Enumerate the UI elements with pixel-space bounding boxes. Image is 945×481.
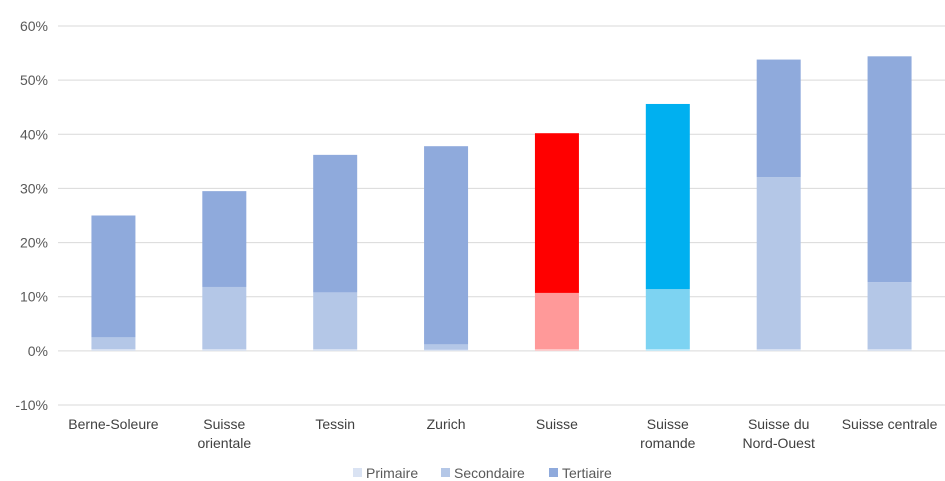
bar-primaire — [202, 349, 247, 351]
bar-tertiaire — [424, 146, 469, 345]
category-label: romande — [640, 435, 695, 451]
category-label: Suisse centrale — [842, 416, 938, 432]
bar-secondaire — [424, 344, 469, 350]
bar-secondaire — [534, 292, 579, 350]
bar-primaire — [313, 349, 358, 351]
category-label: Suisse — [647, 416, 689, 432]
y-tick-label: 20% — [20, 235, 48, 251]
bar-secondaire — [867, 282, 912, 350]
category-label: Suisse du — [748, 416, 809, 432]
category-label: Tessin — [315, 416, 355, 432]
bar-tertiaire — [202, 191, 247, 287]
category-label: Suisse — [203, 416, 245, 432]
legend-label: Primaire — [366, 465, 418, 481]
legend-label: Tertiaire — [562, 465, 612, 481]
bar-primaire — [534, 349, 579, 351]
bar-primaire — [756, 349, 801, 351]
y-tick-label: 10% — [20, 289, 48, 305]
y-tick-label: 50% — [20, 72, 48, 88]
legend-swatch — [441, 468, 450, 477]
category-label: orientale — [197, 435, 251, 451]
legend-swatch — [549, 468, 558, 477]
bar-primaire — [867, 349, 912, 351]
bar-tertiaire — [867, 56, 912, 283]
bar-primaire — [645, 349, 690, 351]
y-tick-label: -10% — [15, 397, 48, 413]
legend-swatch — [353, 468, 362, 477]
y-tick-label: 40% — [20, 126, 48, 142]
bar-secondaire — [313, 292, 358, 350]
bar-tertiaire — [645, 103, 690, 290]
y-tick-label: 30% — [20, 180, 48, 196]
category-label: Nord-Ouest — [743, 435, 815, 451]
bar-secondaire — [756, 177, 801, 350]
bar-tertiaire — [756, 59, 801, 178]
bar-primaire — [424, 349, 469, 351]
category-label: Zurich — [427, 416, 466, 432]
y-tick-label: 60% — [20, 18, 48, 34]
legend-label: Secondaire — [454, 465, 525, 481]
bar-secondaire — [202, 286, 247, 350]
bar-tertiaire — [534, 133, 579, 293]
category-label: Suisse — [536, 416, 578, 432]
bar-primaire — [91, 349, 136, 351]
bar-tertiaire — [313, 154, 358, 293]
y-tick-label: 0% — [28, 343, 48, 359]
bar-secondaire — [91, 337, 136, 350]
category-label: Berne-Soleure — [68, 416, 158, 432]
bar-secondaire — [645, 289, 690, 350]
bar-tertiaire — [91, 215, 136, 338]
